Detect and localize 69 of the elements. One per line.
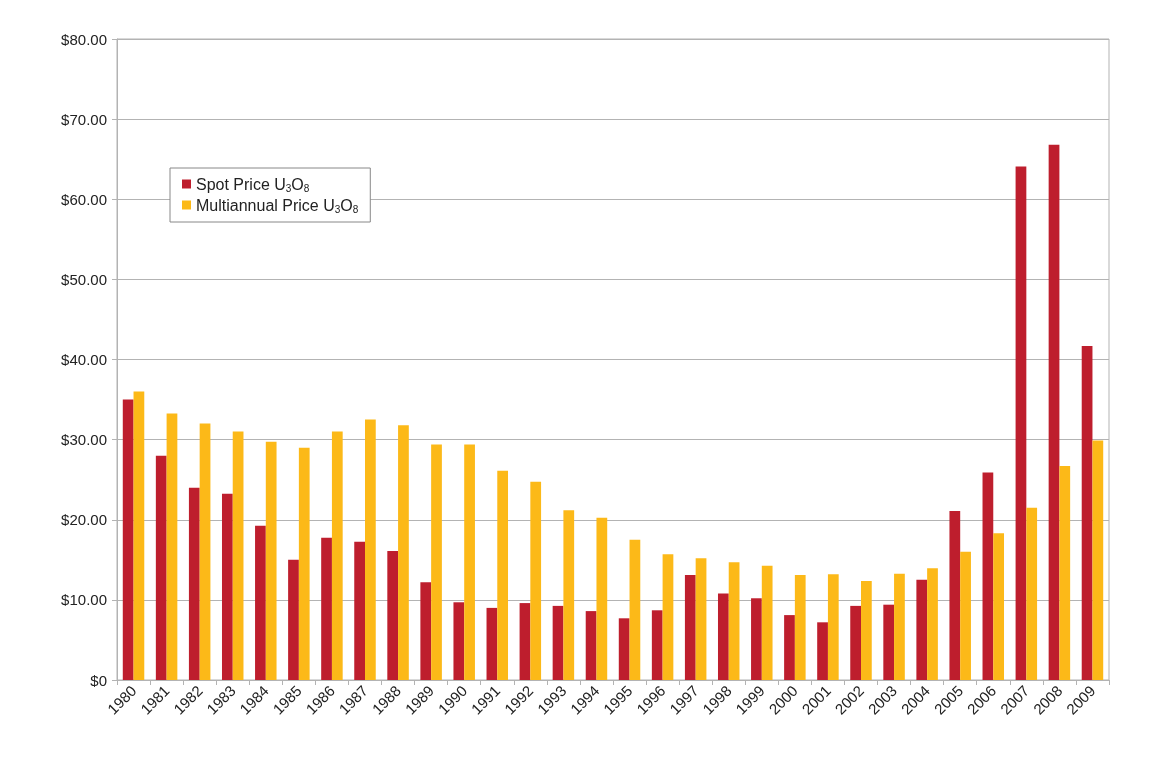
bar: [1081, 345, 1093, 680]
y-tick-label: $0: [90, 671, 107, 689]
bar: [1048, 144, 1060, 680]
y-tick-label: $20.00: [61, 511, 107, 529]
bar: [784, 615, 795, 680]
bar: [552, 605, 564, 680]
bar: [651, 610, 663, 680]
bar: [993, 533, 1005, 680]
bar: [1092, 440, 1104, 680]
bar: [596, 517, 608, 680]
bar: [684, 575, 696, 680]
y-tick-label: $30.00: [61, 431, 107, 449]
bar: [761, 565, 773, 680]
bar: [585, 611, 597, 680]
y-tick-label: $40.00: [61, 351, 107, 368]
bar: [387, 551, 399, 680]
bar: [265, 441, 277, 680]
y-tick-label: $70.00: [61, 110, 107, 128]
bar: [398, 425, 409, 680]
bar: [751, 598, 762, 680]
bar: [155, 455, 167, 680]
bar: [894, 573, 905, 680]
bar: [122, 399, 134, 680]
bar: [431, 444, 442, 680]
bar: [321, 537, 332, 680]
bar: [354, 541, 365, 680]
bar: [850, 605, 861, 680]
bar: [618, 618, 630, 680]
bar: [255, 525, 266, 680]
bar: [420, 582, 432, 680]
bar: [188, 487, 200, 680]
bar: [827, 574, 839, 680]
bar: [662, 554, 674, 680]
bar: [1059, 466, 1071, 680]
y-tick-label: $50.00: [61, 270, 107, 288]
bar: [464, 444, 475, 680]
bar: [717, 593, 729, 680]
bar: [695, 558, 707, 680]
bar: [453, 602, 465, 680]
bar: [232, 431, 244, 680]
bar: [794, 575, 806, 680]
bar: [861, 581, 872, 680]
bar: [1026, 507, 1038, 680]
bar: [949, 510, 961, 680]
bar: [916, 579, 928, 680]
bar: [927, 568, 938, 680]
bar: [728, 562, 740, 680]
bar: [331, 431, 343, 680]
bar: [530, 481, 542, 680]
bar: [133, 391, 145, 680]
bar: [365, 419, 376, 680]
bar: [982, 472, 994, 680]
bar: [817, 622, 828, 680]
bar: [519, 603, 531, 680]
bar: [563, 510, 575, 680]
bar: [166, 413, 178, 680]
bar: [960, 551, 971, 680]
bar: [221, 493, 233, 680]
bar: [298, 447, 310, 680]
bar: [629, 539, 641, 680]
y-tick-label: $60.00: [61, 190, 107, 208]
y-tick-label: $80.00: [61, 30, 107, 48]
y-tick-label: $10.00: [61, 591, 107, 609]
bar: [288, 559, 299, 680]
bar: [486, 607, 498, 680]
bar: [199, 423, 211, 680]
bar: [883, 604, 895, 680]
bar: [1015, 166, 1027, 680]
bar: [497, 470, 509, 680]
